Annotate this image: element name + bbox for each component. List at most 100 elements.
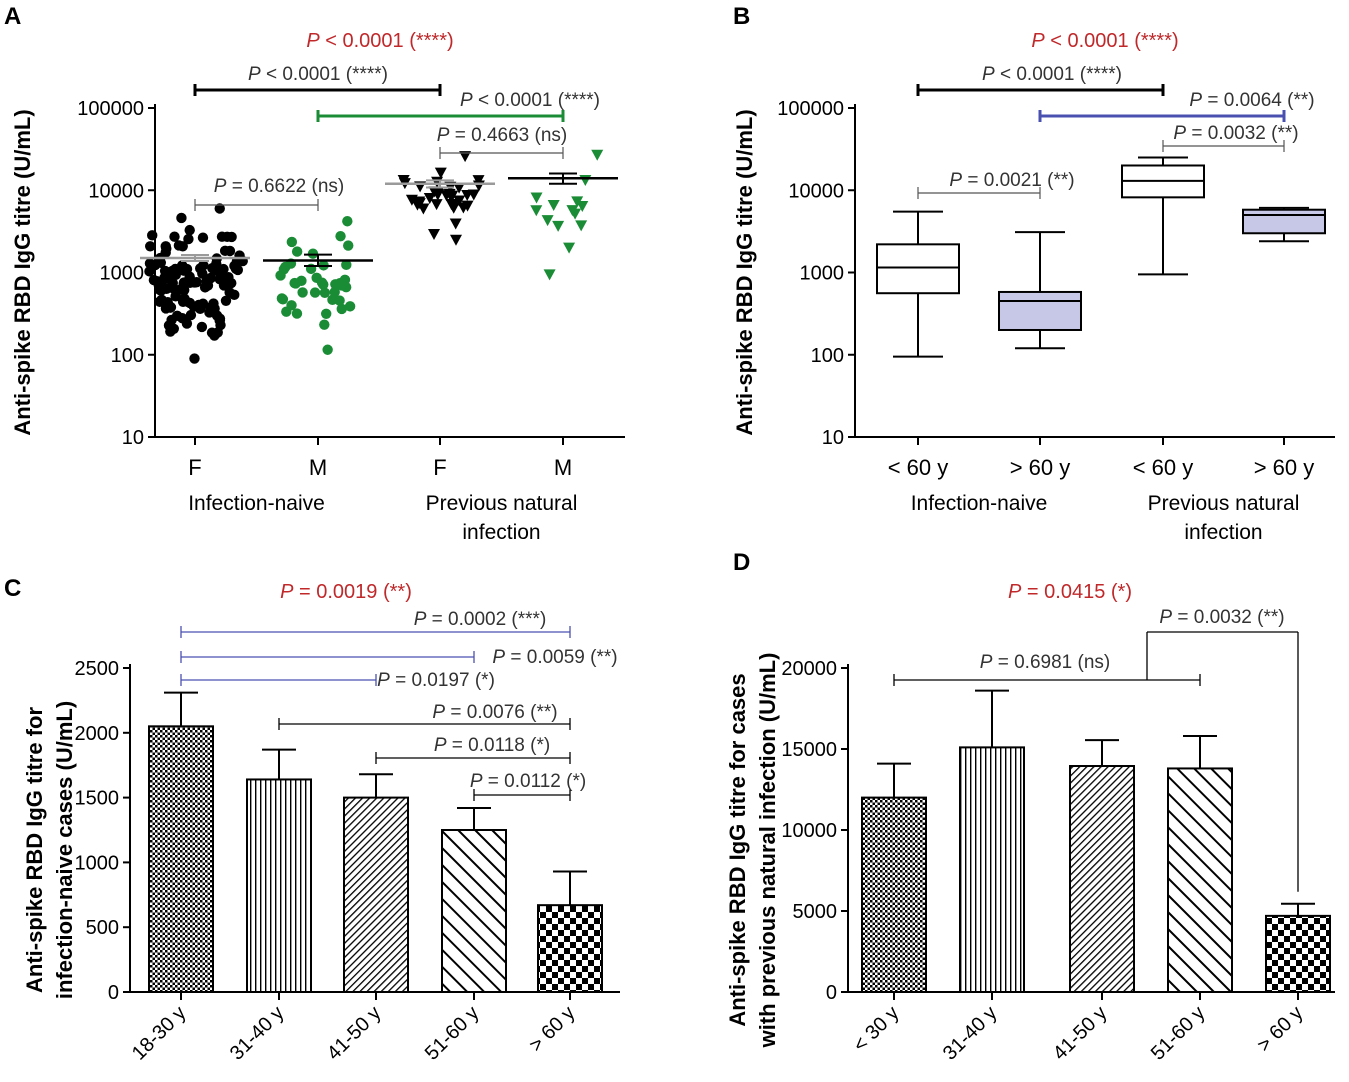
- group-label: Infection-naive: [911, 492, 1048, 515]
- data-point: [591, 149, 604, 161]
- y-tick-label: 10000: [88, 180, 144, 202]
- box: [876, 243, 960, 295]
- data-point: [297, 287, 308, 298]
- data-point: [342, 216, 353, 227]
- data-point: [189, 353, 200, 364]
- comparison-label: P = 0.0032 (**): [1159, 607, 1284, 628]
- data-point: [184, 224, 195, 236]
- panel-letter: C: [4, 575, 21, 602]
- data-point: [196, 321, 208, 333]
- data-point: [176, 212, 187, 224]
- data-point: [155, 257, 167, 268]
- bar: [148, 725, 214, 993]
- panel-d: D Anti-spike RBD IgG titre for cases with …: [725, 549, 1335, 1065]
- group-label: Previous natural infection: [426, 492, 578, 544]
- data-point: [309, 287, 321, 298]
- x-tick-label: > 60 y: [1010, 455, 1071, 480]
- y-axis-label: Anti-spike RBD IgG titre (U/mL): [732, 109, 757, 435]
- data-point: [185, 309, 197, 321]
- data-point: [163, 320, 175, 331]
- data-point: [170, 263, 181, 275]
- box: [998, 290, 1082, 331]
- bar: [861, 796, 927, 993]
- y-tick-label: 1000: [100, 263, 145, 285]
- data-point: [156, 285, 167, 296]
- data-point: [461, 190, 474, 202]
- data-point: [291, 246, 303, 257]
- data-point: [428, 228, 441, 240]
- data-point: [204, 307, 215, 318]
- comparison-label: P = 0.6622 (ns): [214, 176, 344, 197]
- data-point: [449, 218, 462, 230]
- x-tick-label: 51-60 y: [1147, 1002, 1210, 1065]
- y-axis-label: Anti-spike RBD IgG titre (U/mL): [10, 109, 35, 435]
- data-point: [208, 298, 219, 309]
- comparison-label: P < 0.0001 (****): [460, 90, 600, 111]
- data-point: [576, 200, 589, 212]
- panel-letter: D: [733, 549, 750, 576]
- y-tick-label: 500: [86, 917, 119, 939]
- overall-p-value: P < 0.0001 (****): [1031, 30, 1178, 52]
- y-tick-label: 10000: [781, 820, 837, 842]
- data-point: [289, 277, 300, 289]
- x-tick-label: 41-50 y: [1049, 1002, 1112, 1065]
- data-point: [195, 263, 206, 274]
- comparison-label: P = 0.4663 (ns): [437, 125, 567, 146]
- data-point: [173, 240, 185, 251]
- data-point: [334, 295, 345, 306]
- x-tick-label: 51-60 y: [421, 1002, 484, 1065]
- data-point: [151, 276, 163, 287]
- comparison-label: P < 0.0001 (****): [982, 64, 1122, 85]
- y-tick-label: 20000: [781, 658, 837, 680]
- overall-p-value: P < 0.0001 (****): [306, 30, 453, 52]
- panel-letter: B: [733, 3, 750, 30]
- data-point: [579, 174, 592, 186]
- y-tick-label: 0: [826, 982, 837, 1004]
- x-tick-label: F: [433, 455, 446, 480]
- bar: [537, 904, 603, 994]
- data-point: [286, 300, 297, 311]
- data-point: [444, 190, 457, 202]
- data-point: [547, 199, 560, 211]
- y-tick-label: 1000: [75, 852, 120, 874]
- data-point: [566, 205, 579, 217]
- data-point: [453, 195, 466, 207]
- data-point: [336, 303, 347, 315]
- data-point: [431, 188, 444, 200]
- data-point: [221, 231, 233, 242]
- data-point: [214, 203, 225, 214]
- panel-a: A Anti-spike RBD IgG titre (U/mL) 10 100 100…: [4, 3, 625, 544]
- data-point: [343, 240, 354, 251]
- comparison-label: P = 0.0112 (*): [470, 771, 586, 792]
- bar: [1265, 914, 1331, 993]
- data-point: [212, 327, 223, 338]
- y-tick-label: 2500: [75, 658, 120, 680]
- x-tick-label: 41-50 y: [323, 1002, 386, 1065]
- data-point: [211, 258, 222, 269]
- x-tick-label: F: [188, 455, 201, 480]
- data-point: [329, 286, 340, 298]
- data-point: [194, 303, 206, 315]
- data-point: [341, 259, 352, 271]
- group-label: Infection-naive: [188, 492, 325, 515]
- x-tick-label: 31-40 y: [226, 1002, 289, 1065]
- bar: [441, 829, 507, 993]
- panel-letter: A: [4, 3, 21, 30]
- data-point: [164, 273, 175, 285]
- data-point: [459, 151, 472, 163]
- x-tick-label: 31-40 y: [939, 1002, 1002, 1065]
- bar: [343, 796, 409, 993]
- data-point: [214, 313, 226, 324]
- data-point: [319, 319, 330, 330]
- data-point: [397, 175, 410, 187]
- data-point: [215, 268, 227, 280]
- y-tick-label: 100: [111, 345, 144, 367]
- bar: [959, 746, 1025, 993]
- y-tick-label: 1500: [75, 788, 120, 810]
- data-point: [219, 245, 231, 257]
- data-point: [423, 193, 436, 205]
- y-tick-label: 0: [108, 982, 119, 1004]
- x-tick-label: M: [554, 455, 572, 480]
- y-tick-label: 100: [811, 345, 844, 367]
